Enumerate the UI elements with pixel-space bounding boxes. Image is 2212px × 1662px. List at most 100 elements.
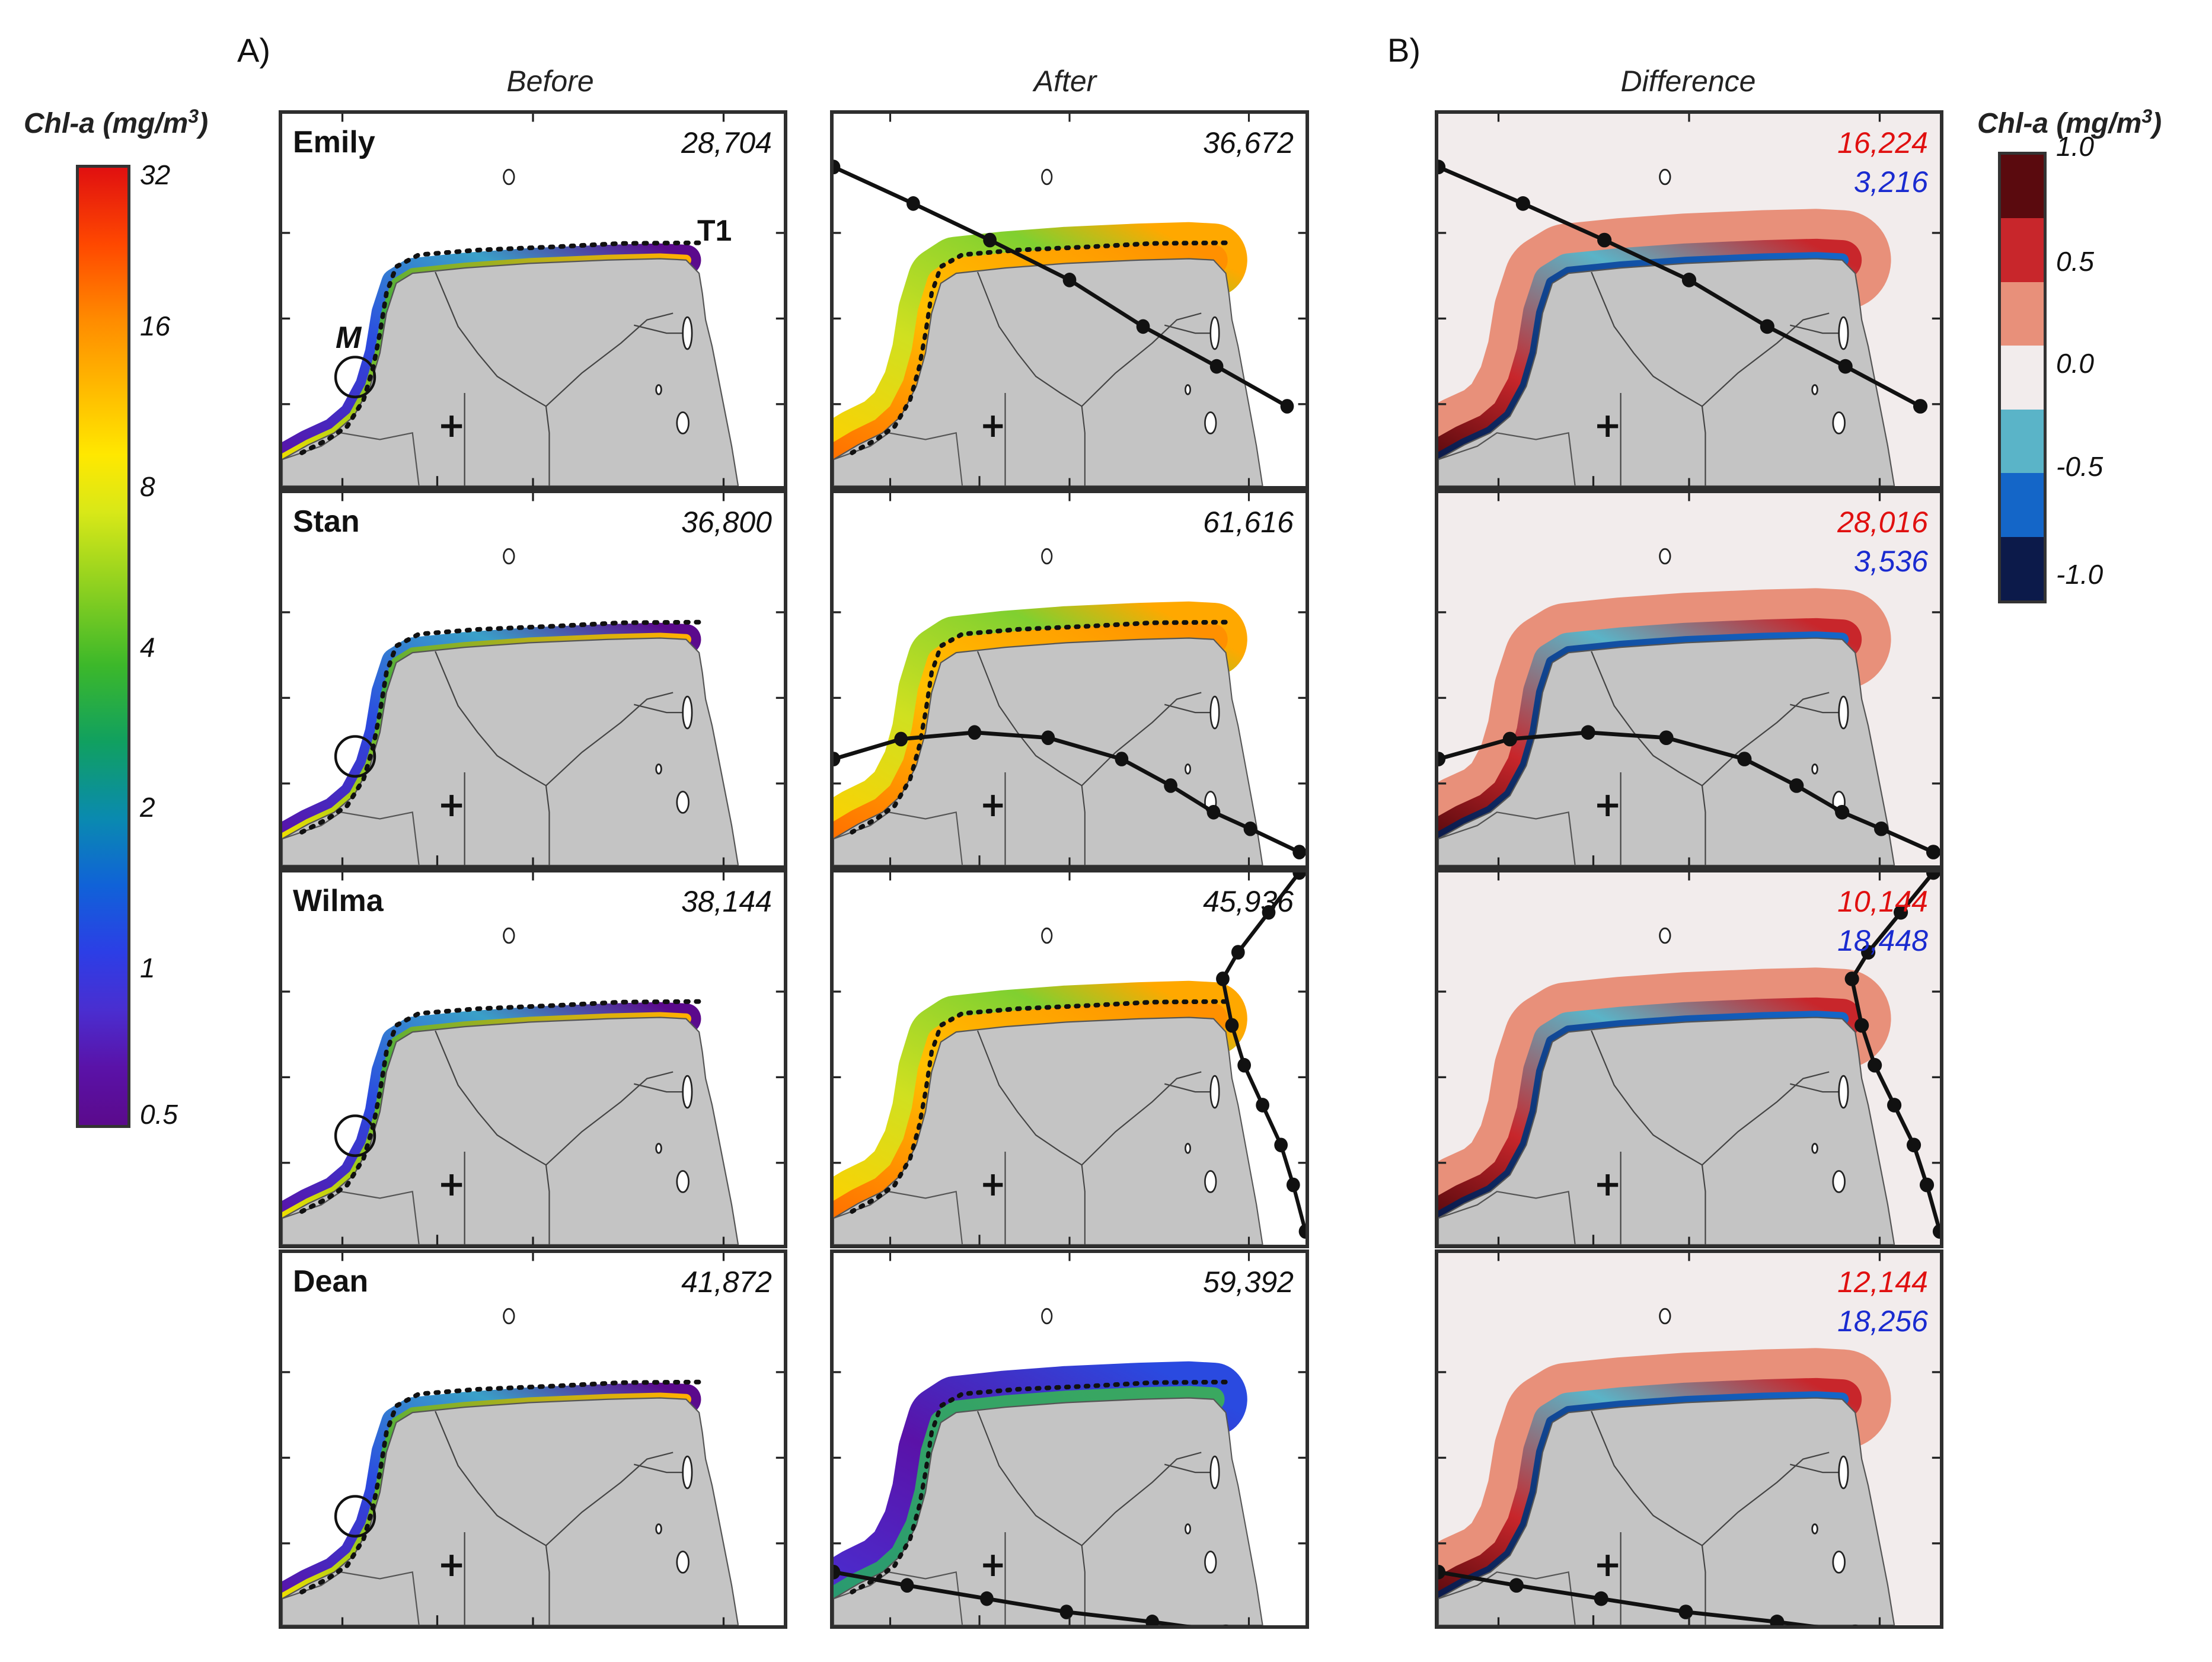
site-marker bbox=[983, 1555, 1003, 1577]
track-point bbox=[1854, 1018, 1869, 1033]
hurricane-name: Wilma bbox=[293, 884, 384, 918]
region-circle bbox=[334, 735, 376, 778]
track-point bbox=[1274, 1137, 1288, 1153]
track-point bbox=[1298, 1224, 1306, 1239]
map-before-svg bbox=[282, 872, 784, 1245]
island-marker bbox=[655, 1143, 662, 1154]
island-marker bbox=[655, 384, 662, 395]
track-point bbox=[1835, 804, 1850, 820]
island-marker bbox=[1811, 763, 1818, 775]
island-marker bbox=[1185, 1143, 1191, 1154]
track-point bbox=[1209, 359, 1224, 374]
track-point bbox=[834, 159, 841, 175]
island-marker bbox=[682, 1075, 693, 1109]
island-marker bbox=[1838, 1075, 1849, 1109]
transect-line bbox=[850, 240, 1234, 455]
transect-line bbox=[299, 240, 708, 455]
track-point bbox=[1438, 1564, 1446, 1580]
after-pixel-count: 45,936 bbox=[1203, 885, 1294, 918]
track-point bbox=[894, 731, 908, 747]
island-marker bbox=[1659, 548, 1671, 565]
yucatan-land bbox=[282, 1397, 739, 1625]
col-title-difference: Difference bbox=[1620, 65, 1756, 98]
island-marker bbox=[682, 1455, 693, 1490]
hurricane-name: Dean bbox=[293, 1264, 369, 1299]
state-boundary bbox=[435, 1411, 547, 1546]
track-point bbox=[1887, 1098, 1902, 1113]
diff-negative-count: 3,216 bbox=[1853, 165, 1928, 199]
island-marker bbox=[1204, 1170, 1217, 1193]
island-marker bbox=[1204, 411, 1217, 434]
track-point bbox=[1059, 1605, 1074, 1619]
map-after-svg bbox=[834, 114, 1306, 486]
after-pixel-count: 61,616 bbox=[1203, 506, 1294, 539]
track-point bbox=[1115, 752, 1129, 766]
track-point bbox=[1256, 1098, 1270, 1113]
map-after-svg bbox=[834, 1253, 1306, 1625]
map-before-svg bbox=[282, 1253, 784, 1625]
site-marker bbox=[441, 1555, 462, 1577]
track-point bbox=[1678, 1605, 1693, 1619]
site-marker bbox=[441, 795, 462, 817]
transect-line bbox=[299, 1379, 708, 1594]
diff-colorbar-title: Chl-a (mg/m3) bbox=[1977, 106, 2162, 139]
track-point bbox=[1770, 1615, 1785, 1625]
lower-land bbox=[1438, 432, 1576, 486]
track-point bbox=[834, 1564, 841, 1580]
map-difference-svg bbox=[1438, 493, 1940, 865]
track-point bbox=[1844, 971, 1859, 986]
yucatan-land bbox=[282, 637, 739, 865]
region-label: M bbox=[336, 321, 362, 355]
track-point bbox=[1292, 872, 1306, 880]
track-point bbox=[900, 1578, 914, 1593]
map-before-svg bbox=[282, 114, 784, 486]
after-pixel-count: 59,392 bbox=[1203, 1265, 1294, 1299]
chl-tick-label: 0.5 bbox=[140, 1099, 178, 1130]
state-boundary bbox=[1081, 1545, 1086, 1625]
site-marker bbox=[1597, 795, 1619, 817]
track-point bbox=[1760, 319, 1774, 334]
state-boundary bbox=[1081, 692, 1202, 787]
state-boundary bbox=[1164, 704, 1214, 714]
island-marker bbox=[1209, 1075, 1220, 1109]
diff-colorbar-segment bbox=[2001, 536, 2044, 600]
region-circle bbox=[334, 1114, 376, 1157]
diff-negative-count: 18,256 bbox=[1837, 1305, 1928, 1338]
track-point bbox=[1659, 730, 1674, 746]
island-marker bbox=[1838, 695, 1849, 730]
island-marker bbox=[1832, 411, 1846, 434]
island-marker bbox=[1838, 316, 1849, 350]
track-point bbox=[968, 725, 982, 740]
state-boundary bbox=[1790, 1083, 1843, 1093]
map-difference-svg bbox=[1438, 872, 1940, 1245]
yucatan-land bbox=[834, 637, 1263, 865]
island-marker bbox=[503, 927, 515, 944]
map-panel-emily-before: Emily 28,704 T1 M bbox=[279, 110, 787, 490]
state-boundary bbox=[1164, 324, 1214, 334]
track-point bbox=[1237, 1057, 1251, 1073]
state-boundary bbox=[1081, 406, 1086, 486]
track-point bbox=[1874, 821, 1889, 836]
state-boundary bbox=[1591, 1030, 1703, 1166]
island-marker bbox=[1185, 384, 1191, 395]
transect-line bbox=[299, 999, 708, 1214]
site-marker bbox=[1597, 416, 1619, 437]
state-boundary bbox=[1081, 312, 1202, 407]
track-point bbox=[1581, 725, 1595, 740]
map-after-svg bbox=[834, 493, 1306, 865]
hurricane-track bbox=[1850, 872, 1940, 1232]
track-point bbox=[1597, 232, 1612, 248]
diff-positive-count: 12,144 bbox=[1837, 1265, 1928, 1299]
island-marker bbox=[1185, 1523, 1191, 1535]
after-pixel-count: 36,672 bbox=[1203, 126, 1294, 159]
chl-colorbar bbox=[76, 165, 130, 1128]
map-panel-emily-after: 36,672 bbox=[830, 110, 1309, 490]
map-difference-svg bbox=[1438, 1253, 1940, 1625]
track-point bbox=[1216, 971, 1230, 986]
state-boundary bbox=[1790, 704, 1843, 714]
track-point bbox=[980, 1591, 994, 1606]
diff-tick-label: -0.5 bbox=[2056, 451, 2104, 482]
track-point bbox=[1868, 1057, 1882, 1073]
track-point bbox=[1292, 845, 1306, 859]
island-marker bbox=[1811, 1523, 1818, 1535]
